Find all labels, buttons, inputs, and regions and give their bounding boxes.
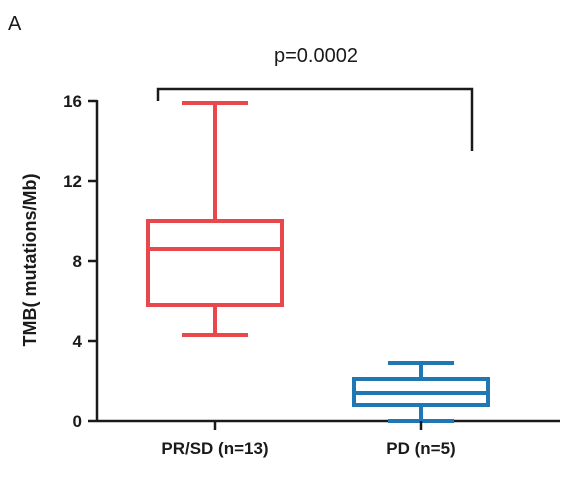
panel-label: A [8,13,22,35]
bracket-line [156,87,474,151]
y-ticks: 0 4 8 12 16 [63,92,97,431]
box-pr-sd [146,101,284,337]
box-pd [352,361,490,423]
iqr-box [146,219,284,307]
boxes [146,101,490,423]
x-category-label: PD (n=5) [386,439,455,458]
y-tick-label: 8 [73,252,82,271]
y-tick-label: 12 [63,172,82,191]
y-tick-label: 16 [63,92,82,111]
significance-bracket: p=0.0002 [156,45,474,151]
x-category-label: PR/SD (n=13) [161,439,268,458]
y-axis-label: TMB( mutations/Mb) [20,174,40,347]
y-tick-label: 0 [73,412,82,431]
y-tick-label: 4 [73,332,83,351]
axes [95,100,560,423]
p-value-label: p=0.0002 [274,45,358,67]
x-categories: PR/SD (n=13) PD (n=5) [161,421,456,458]
